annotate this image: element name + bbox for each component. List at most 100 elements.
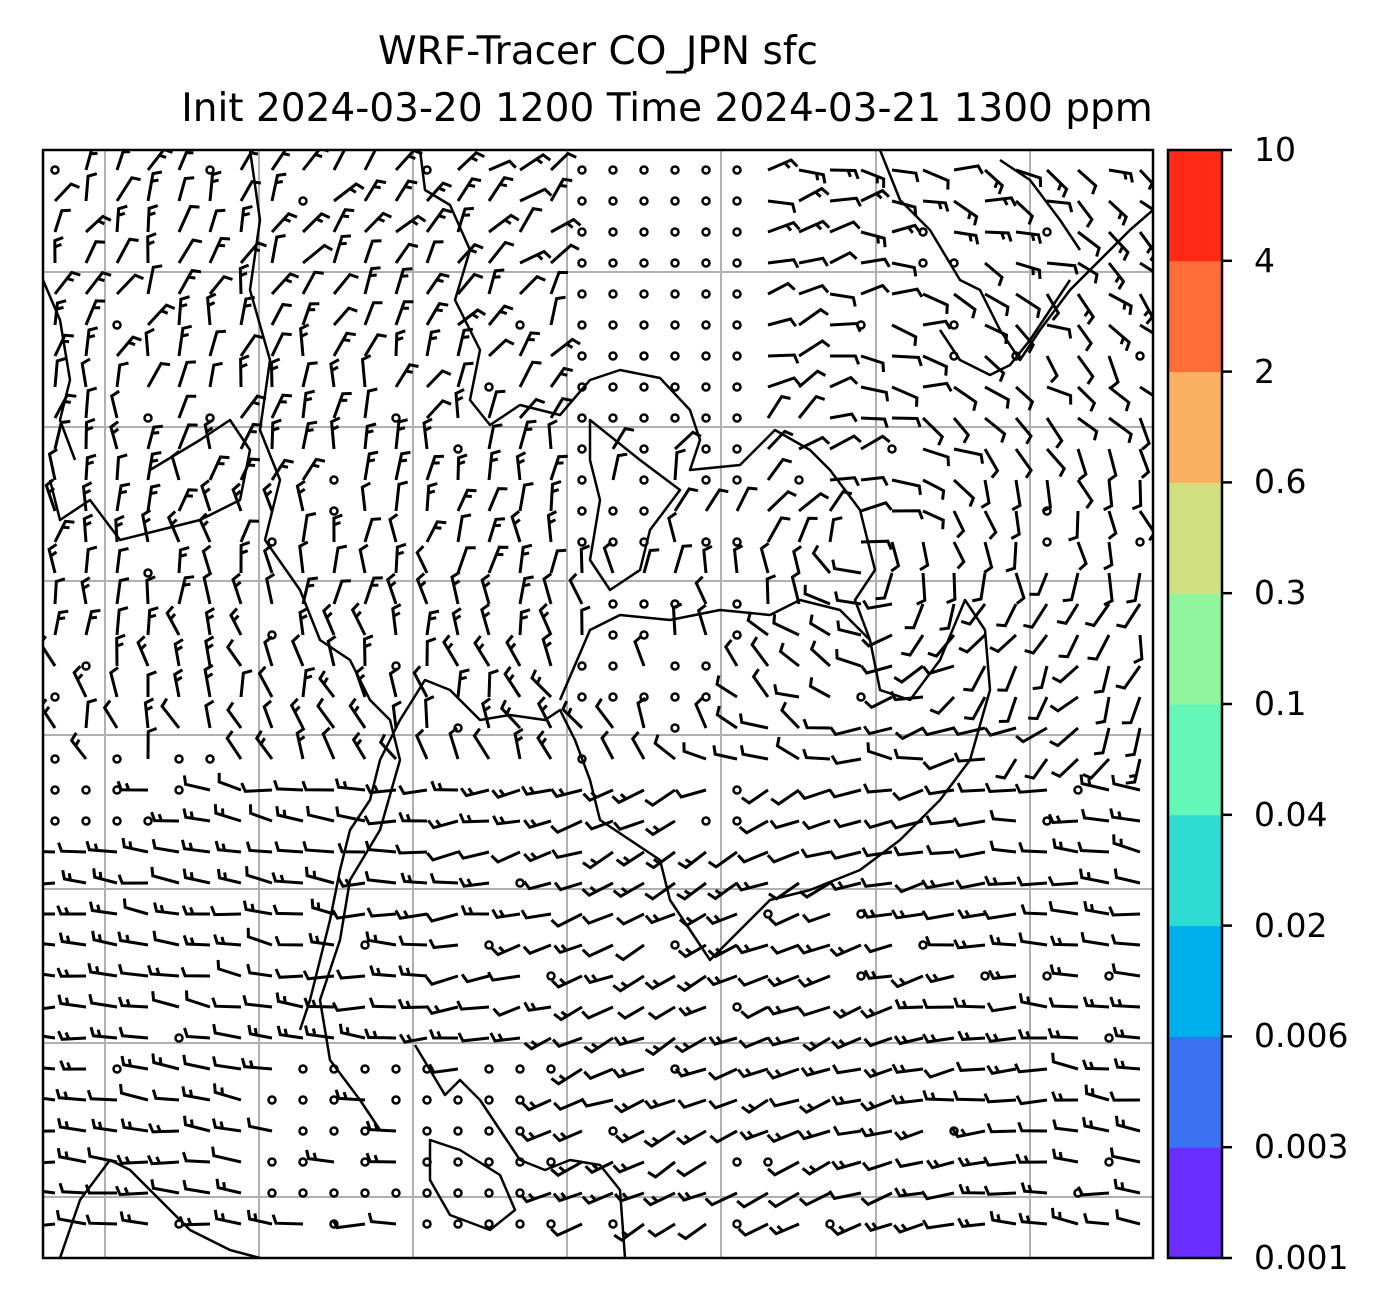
wind-barb <box>1076 448 1088 481</box>
wind-barb <box>1125 758 1142 785</box>
wind-barb <box>677 850 707 870</box>
wind-barb-calm <box>608 165 618 175</box>
wind-barb <box>1015 261 1042 280</box>
wind-barb <box>1110 933 1141 947</box>
wind-barb <box>958 633 987 654</box>
wind-barb-calm <box>949 320 959 330</box>
wind-barb <box>304 866 335 885</box>
wind-barb <box>808 677 831 699</box>
wind-barb <box>518 419 537 450</box>
wind-barb <box>270 302 292 326</box>
wind-barb <box>84 240 105 264</box>
wind-barb <box>1076 385 1097 412</box>
wind-barb <box>989 934 1017 947</box>
wind-barb-calm <box>577 661 587 671</box>
wind-barb <box>487 517 505 543</box>
wind-barb-calm <box>732 351 742 361</box>
wind-barb-calm <box>298 1157 308 1167</box>
wind-barb <box>84 150 98 171</box>
wind-barb <box>109 420 120 450</box>
wind-barb <box>766 429 794 451</box>
wind-barb <box>425 272 450 295</box>
wind-barb <box>487 449 501 481</box>
wind-barb <box>519 249 552 265</box>
wind-barb <box>363 179 387 202</box>
wind-barb <box>538 602 553 636</box>
wind-barb <box>986 1122 1017 1134</box>
wind-barb <box>216 959 242 978</box>
wind-barb-calm <box>1104 971 1114 981</box>
wind-barb-calm <box>1104 1157 1114 1167</box>
wind-barb-calm <box>670 320 680 330</box>
wind-barb <box>893 748 924 761</box>
wind-barb <box>332 513 343 543</box>
wind-barb <box>863 969 893 980</box>
wind-barb <box>739 1129 769 1141</box>
wind-barb <box>1116 603 1142 629</box>
wind-barb <box>1016 876 1048 887</box>
colorbar-tick-label: 0.003 <box>1254 1127 1349 1167</box>
wind-barb <box>1049 726 1079 748</box>
colorbar-tick-label: 0.001 <box>1254 1238 1349 1277</box>
wind-barb-calm <box>670 382 680 392</box>
wind-barb <box>667 511 678 543</box>
wind-barb <box>238 263 250 295</box>
wind-barb-calm <box>732 475 742 485</box>
wind-barb <box>301 780 335 792</box>
wind-barb <box>705 912 738 926</box>
wind-barb-calm <box>794 475 804 485</box>
wind-barb <box>778 642 800 668</box>
wind-barb-calm <box>360 940 370 950</box>
wind-barb <box>1093 727 1111 756</box>
wind-barb <box>890 541 901 573</box>
wind-barb <box>988 969 1017 981</box>
wind-barb <box>338 1023 366 1040</box>
wind-barb <box>1023 603 1049 629</box>
wind-barb <box>653 734 676 761</box>
wind-barb <box>348 697 367 729</box>
wind-barb <box>144 327 155 357</box>
wind-barb <box>88 993 118 1009</box>
wind-barb <box>182 868 211 885</box>
wind-barb-calm <box>732 1002 742 1012</box>
wind-barb-calm <box>453 444 463 454</box>
wind-barb <box>549 177 573 202</box>
wind-barb <box>82 513 94 543</box>
wind-barb-calm <box>577 506 587 516</box>
wind-barb-calm <box>608 382 618 392</box>
wind-barb-calm <box>174 785 184 795</box>
wind-barb <box>487 545 509 574</box>
wind-barb <box>952 510 966 539</box>
wind-barb <box>893 1222 924 1234</box>
wind-barb-calm <box>298 1095 308 1105</box>
wind-barb <box>923 1067 955 1079</box>
wind-barb <box>953 230 980 245</box>
wind-barb <box>150 811 180 823</box>
wind-barb <box>953 385 978 412</box>
wind-barb <box>829 849 862 860</box>
wind-barb-calm <box>50 692 60 702</box>
wind-barb <box>983 541 994 574</box>
colorbar-tick-label: 0.3 <box>1254 573 1307 613</box>
wind-barb <box>301 420 318 450</box>
wind-barb <box>862 599 893 610</box>
wind-barb-calm <box>949 351 959 361</box>
wind-barb <box>983 168 1005 195</box>
wind-barb <box>1015 1094 1048 1106</box>
wind-barb <box>583 1036 614 1054</box>
wind-barb <box>861 908 893 919</box>
wind-barb <box>553 943 583 955</box>
wind-barb <box>398 965 428 978</box>
wind-barb <box>1139 199 1153 218</box>
wind-barb <box>53 393 77 419</box>
wind-barb <box>797 788 831 801</box>
wind-barb <box>290 634 305 667</box>
wind-barb <box>612 1160 645 1174</box>
wind-barb <box>146 150 173 171</box>
wind-barb <box>797 516 818 543</box>
wind-barb <box>1014 199 1035 225</box>
wind-barb-calm <box>670 1064 680 1074</box>
wind-barb <box>1138 510 1153 542</box>
wind-barb <box>798 283 830 296</box>
wind-barb <box>481 697 492 729</box>
